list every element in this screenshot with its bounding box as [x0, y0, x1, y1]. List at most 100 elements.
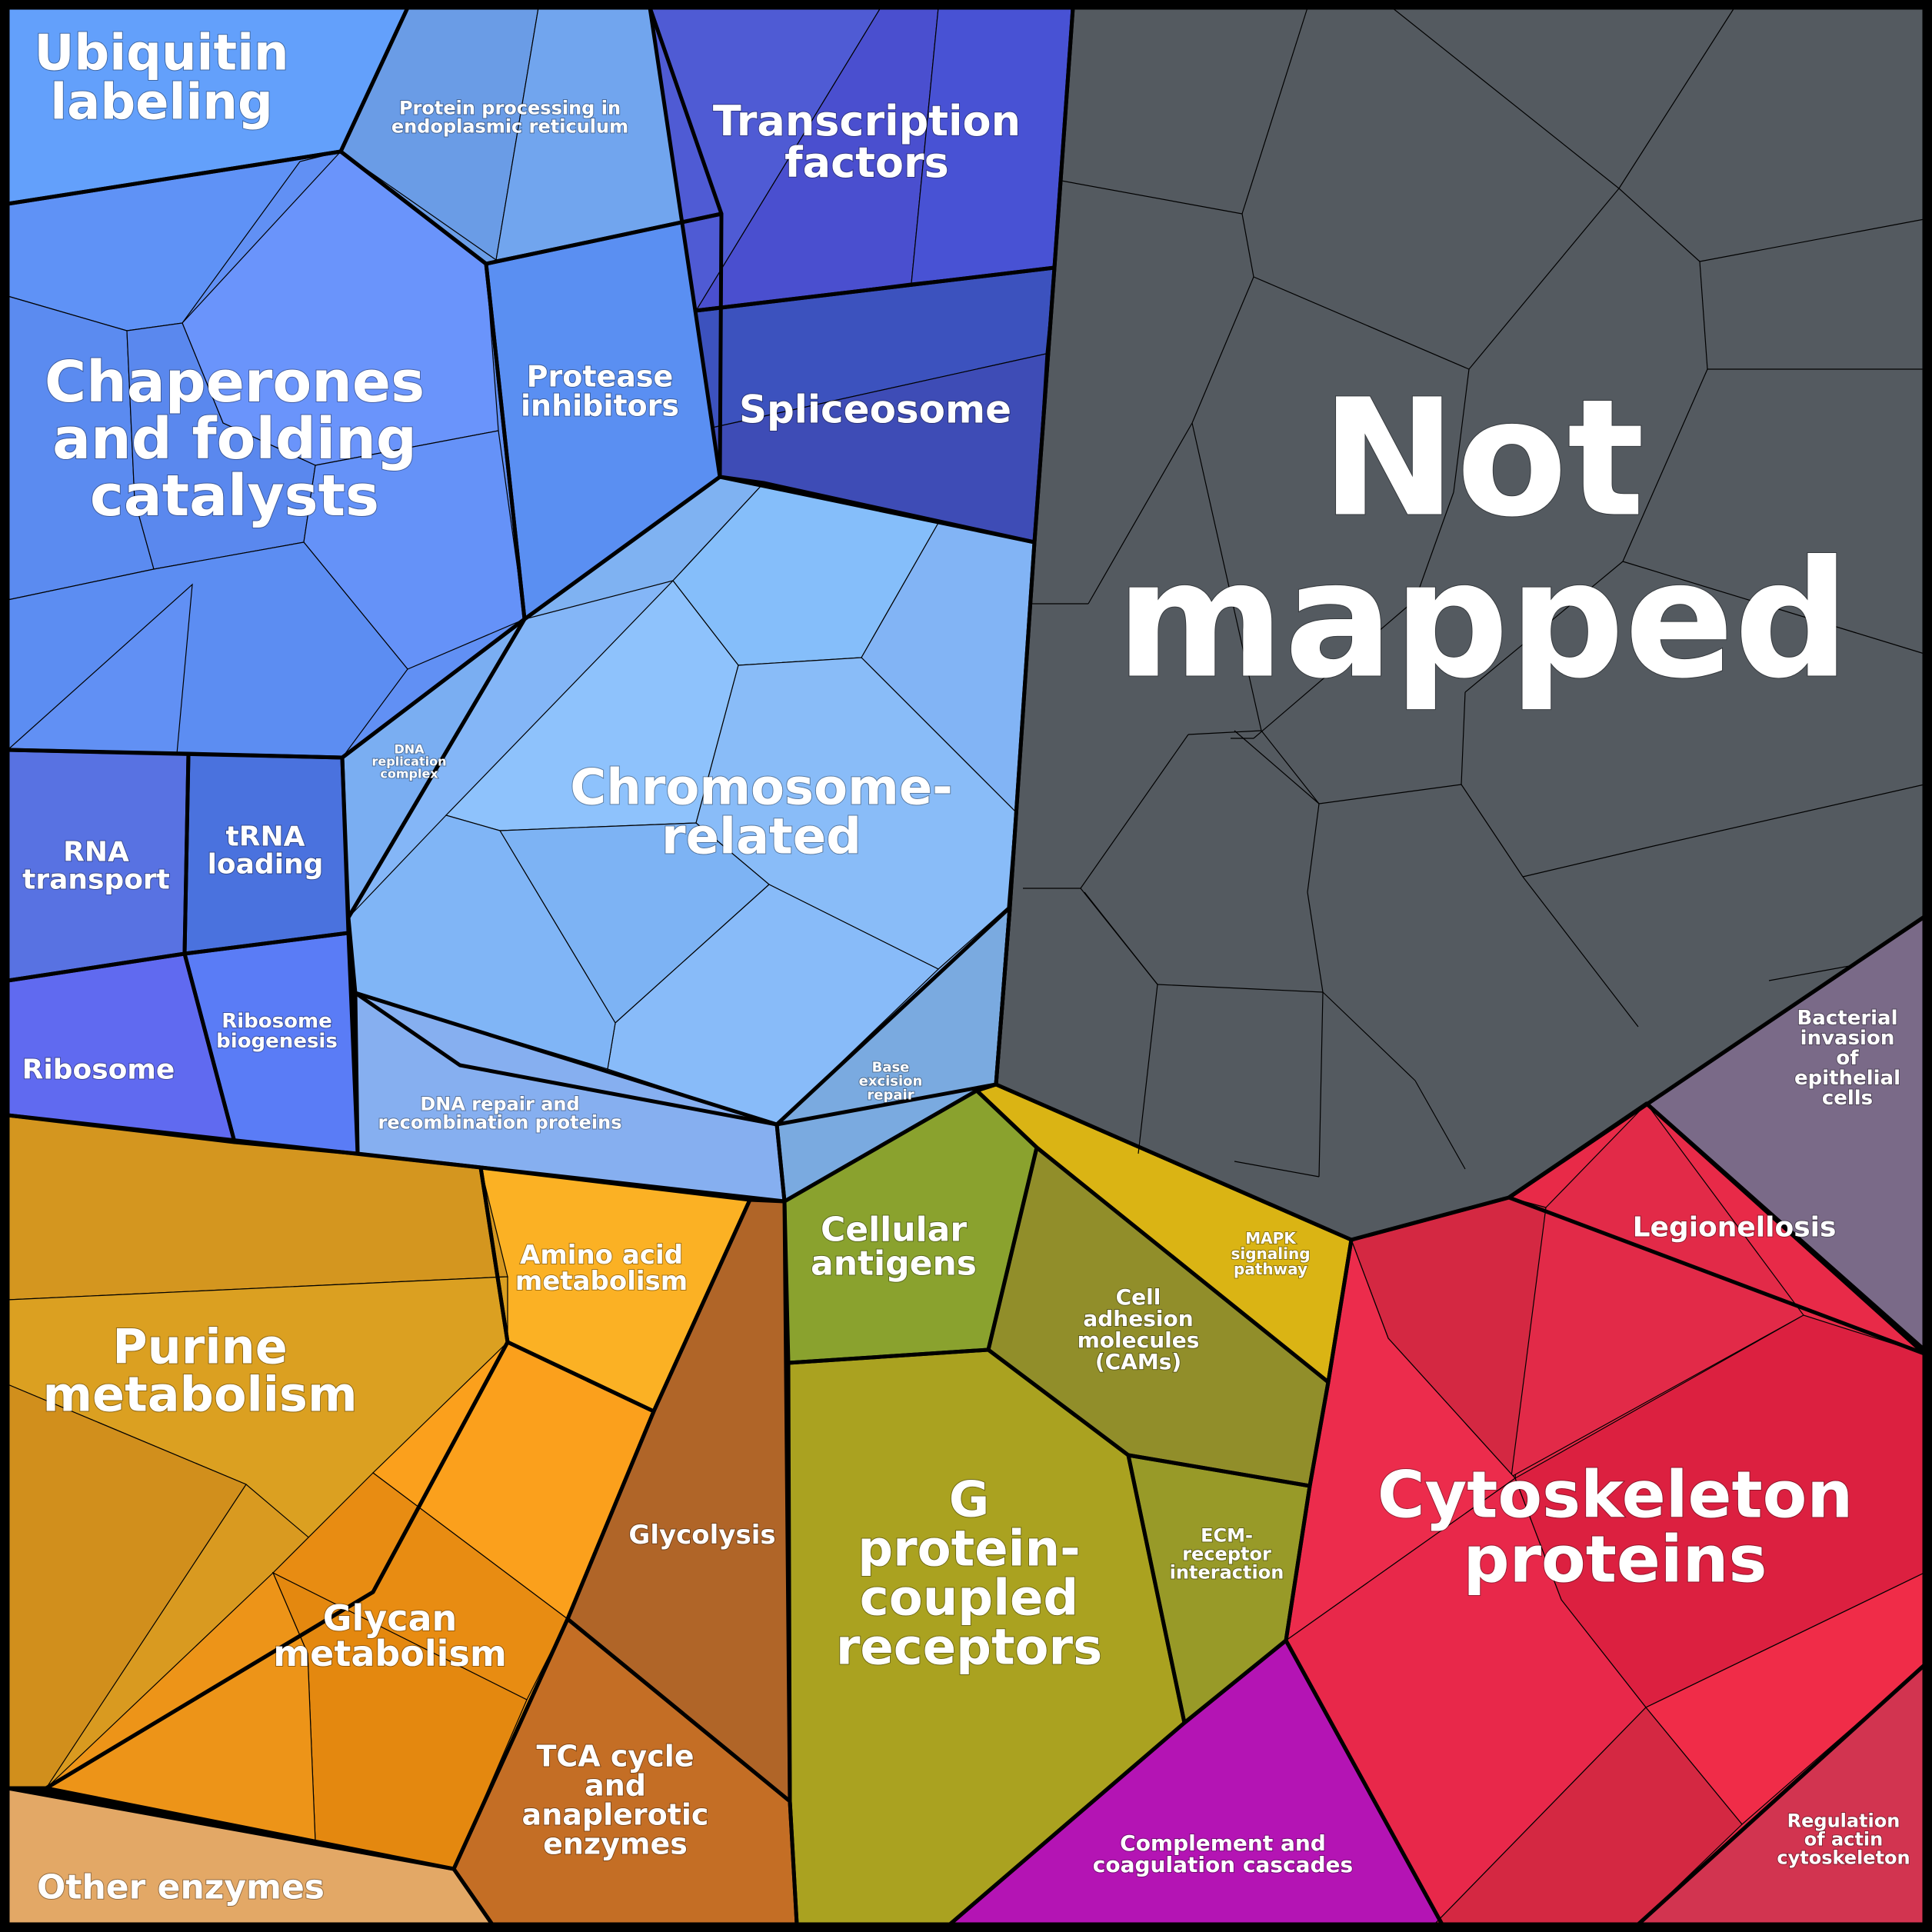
cell-edge-not-mapped-41: [1653, 784, 1925, 847]
label-rna-transport: RNA transport: [22, 837, 170, 896]
label-line-ubiquitin-0: Ubiquitin: [34, 25, 288, 82]
label-base-excision: Base excision repair: [859, 1059, 923, 1103]
label-line-bacterial-invasion-3: epithelial: [1794, 1067, 1900, 1090]
label-line-base-excision-2: repair: [867, 1087, 914, 1103]
label-glycan: Glycan metabolism: [273, 1597, 507, 1674]
label-line-regulation-actin-0: Regulation: [1787, 1810, 1900, 1831]
label-line-not-mapped-0: Not: [1321, 365, 1644, 553]
cell-edge-not-mapped-43: [1084, 891, 1158, 985]
label-dna-replication: DNA replication complex: [372, 742, 447, 781]
label-amino-acid: Amino acid metabolism: [515, 1240, 688, 1297]
label-chromosome: Chromosome-related: [570, 759, 952, 865]
label-line-purine-1: metabolism: [42, 1367, 357, 1423]
label-trna-loading: tRNA loading: [208, 821, 324, 881]
label-line-dna-replication-1: replication: [372, 754, 447, 769]
cell-edge-not-mapped-12: [1088, 422, 1193, 605]
label-line-bacterial-invasion-4: cells: [1822, 1087, 1873, 1110]
label-line-cell-adhesion-3: (CAMs): [1095, 1349, 1181, 1374]
label-line-legionellosis-0: Legionellosis: [1633, 1212, 1837, 1244]
label-ribosome: Ribosome: [22, 1054, 175, 1086]
label-line-gpcr-1: protein-: [858, 1521, 1080, 1577]
label-line-dna-repair-0: DNA repair and: [420, 1093, 579, 1114]
label-line-ribosome-biogenesis-1: biogenesis: [216, 1030, 338, 1053]
label-line-gpcr-3: receptors: [836, 1619, 1102, 1676]
label-line-rna-transport-1: transport: [22, 864, 170, 896]
label-line-gpcr-0: G: [949, 1471, 990, 1528]
cell-edge-not-mapped-10: [1618, 7, 1735, 189]
label-line-chromosome-0: Chromosome-: [570, 759, 952, 816]
label-line-protein-processing-1: endoplasmic reticulum: [391, 115, 628, 137]
label-line-dna-replication-0: DNA: [394, 742, 425, 757]
label-line-bacterial-invasion-0: Bacterial: [1797, 1007, 1897, 1030]
cell-edge-not-mapped-24: [1157, 984, 1324, 993]
label-line-tca-2: anaplerotic: [522, 1797, 709, 1831]
cell-edge-not-mapped-38: [1307, 803, 1320, 893]
label-line-ecm-2: interaction: [1170, 1561, 1284, 1583]
label-line-glycan-1: metabolism: [273, 1633, 507, 1674]
label-line-ecm-1: receptor: [1182, 1543, 1271, 1564]
cell-edge-not-mapped-15: [1453, 368, 1470, 493]
cell-edge-not-mapped-11: [1191, 276, 1254, 424]
label-transcription-factors: Transcription factors: [713, 97, 1021, 187]
cell-edge-not-mapped-29: [1261, 730, 1320, 804]
cell-edge-not-mapped-6: [1699, 218, 1925, 262]
label-ribosome-biogenesis: Ribosome biogenesis: [216, 1010, 338, 1053]
cell-edge-not-mapped-2: [1241, 213, 1254, 278]
cell-edge-not-mapped-20: [1080, 734, 1189, 889]
label-line-transcription-factors-0: Transcription: [713, 97, 1021, 145]
label-line-mapk-1: signaling: [1231, 1244, 1310, 1263]
label-spliceosome: Spliceosome: [739, 388, 1011, 432]
label-line-not-mapped-1: mapped: [1116, 526, 1850, 715]
label-line-glycan-0: Glycan: [323, 1597, 458, 1639]
label-line-cell-adhesion-2: molecules: [1078, 1327, 1200, 1353]
label-line-amino-acid-0: Amino acid: [520, 1240, 683, 1271]
label-line-base-excision-0: Base: [872, 1059, 910, 1075]
label-line-mapk-2: pathway: [1234, 1260, 1307, 1278]
cell-edge-not-mapped-1: [1061, 180, 1243, 215]
cell-edge-not-mapped-17: [1253, 599, 1416, 739]
cell-edge-not-mapped-5: [1618, 188, 1700, 262]
label-line-chaperones-1: and folding: [52, 406, 417, 472]
label-line-amino-acid-1: metabolism: [515, 1266, 688, 1297]
label-line-regulation-actin-2: cytoskeleton: [1777, 1847, 1910, 1868]
cell-edge-not-mapped-40: [1234, 730, 1320, 804]
cell-edge-not-mapped-34: [1461, 691, 1466, 785]
label-line-cell-adhesion-0: Cell: [1116, 1284, 1161, 1310]
labels-layer: Ubiquitin labeling Protein processing in en…: [22, 24, 1911, 1907]
cell-edge-not-mapped-9: [1391, 7, 1620, 189]
label-line-purine-0: Purine: [112, 1319, 288, 1375]
label-line-cytoskeleton-1: proteins: [1464, 1521, 1767, 1597]
label-line-spliceosome-0: Spliceosome: [739, 388, 1011, 432]
label-line-tca-1: and: [585, 1768, 646, 1802]
label-complement: Complement and coagulation cascades: [1093, 1830, 1353, 1877]
label-line-trna-loading-1: loading: [208, 849, 324, 881]
label-mapk: MAPK signaling pathway: [1231, 1229, 1310, 1278]
cell-edge-not-mapped-42: [1768, 964, 1854, 981]
label-line-mapk-0: MAPK: [1245, 1229, 1297, 1247]
label-line-other-enzymes-0: Other enzymes: [37, 1867, 325, 1907]
label-purine: Purine metabolism: [42, 1319, 357, 1423]
cell-edge-not-mapped-31: [1461, 784, 1524, 878]
label-protease-inhibitors: Protease inhibitors: [521, 359, 679, 422]
label-line-ecm-0: ECM-: [1201, 1524, 1253, 1546]
cell-edge-not-mapped-3: [1253, 276, 1470, 370]
label-line-protein-processing-0: Protein processing in: [399, 97, 621, 118]
label-line-bacterial-invasion-1: invasion: [1800, 1027, 1895, 1050]
label-line-base-excision-1: excision: [859, 1073, 923, 1089]
label-regulation-actin: Regulation of actin cytoskeleton: [1777, 1810, 1910, 1868]
label-ecm: ECM-receptor interaction: [1170, 1524, 1284, 1583]
label-dna-repair: DNA repair and recombination proteins: [378, 1093, 621, 1133]
cell-edge-not-mapped-32: [1522, 876, 1639, 1028]
label-line-complement-0: Complement and: [1120, 1830, 1326, 1856]
label-protein-processing: Protein processing in endoplasmic reticul…: [391, 97, 628, 137]
cell-edge-not-mapped-39: [1307, 891, 1324, 993]
label-line-cell-adhesion-1: adhesion: [1083, 1306, 1193, 1331]
label-not-mapped: Not mapped: [1116, 365, 1850, 715]
label-line-cellular-antigens-0: Cellular: [821, 1210, 967, 1249]
label-bacterial-invasion: Bacterial invasion of epithelial cells: [1794, 1007, 1900, 1110]
label-line-glycolysis-0: Glycolysis: [628, 1520, 775, 1551]
cell-edge-not-mapped-25: [1322, 991, 1416, 1081]
label-line-ribosome-biogenesis-0: Ribosome: [222, 1010, 331, 1033]
